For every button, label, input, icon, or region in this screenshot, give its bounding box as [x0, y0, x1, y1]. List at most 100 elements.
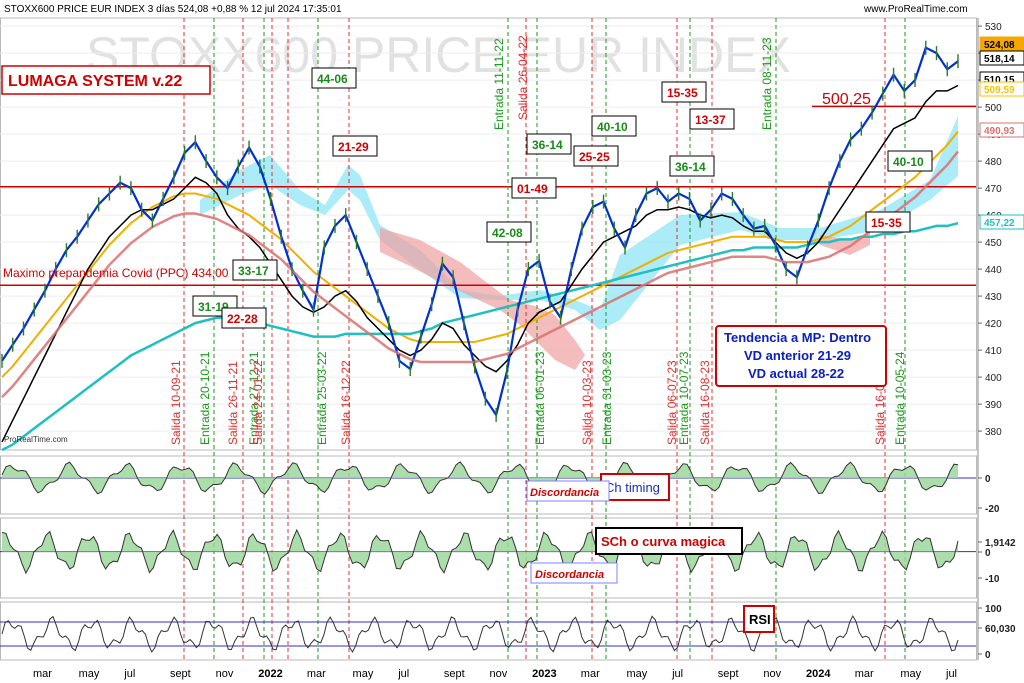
entry-vertical-label: Entrada 11-11-22 — [492, 38, 506, 130]
rsi-line — [1, 614, 959, 654]
exit-vertical-label: Salida 16-08-23 — [698, 360, 712, 445]
entry-vertical-label: Entrada 08-11-23 — [760, 37, 774, 130]
level-label: 500,25 — [822, 91, 871, 108]
entry-vertical-label: Entrada 10-05-24 — [893, 351, 907, 445]
entry-vertical-label: Entrada 20-10-21 — [198, 351, 212, 445]
trend-box — [715, 325, 887, 387]
x-tick-label: mar — [307, 668, 326, 680]
entry-vertical-label: Entrada 06-01-23 — [533, 351, 547, 445]
osc-y-tick-label: -10 — [985, 574, 1000, 585]
red-signal-box — [865, 211, 911, 233]
y-tick-label: 450 — [985, 238, 1002, 249]
x-tick-label: nov — [490, 668, 508, 680]
x-tick-label: nov — [763, 668, 781, 680]
sch-box — [595, 527, 743, 555]
price-badge-label: 457,22 — [984, 218, 1015, 229]
x-tick-label: mar — [33, 668, 52, 680]
discordancia-box-1 — [526, 480, 610, 502]
y-tick-label: 410 — [985, 346, 1002, 357]
discordancia-label-2: Discordancia — [535, 569, 604, 581]
y-tick-label: 500 — [985, 103, 1002, 114]
trend-line-3: VD actual 28-22 — [748, 366, 844, 381]
green-signal-label: 40-10 — [597, 120, 628, 134]
credit-label: ProRealTime.com — [4, 435, 68, 444]
x-tick-label: may — [79, 668, 100, 680]
y-tick-label: 530 — [985, 22, 1002, 33]
ma-long-series — [1, 221, 959, 452]
red-signal-box — [221, 307, 267, 329]
trend-line-1: Tendencia a MP: Dentro — [724, 330, 871, 345]
red-signal-label: 15-35 — [871, 216, 902, 230]
osc-y-tick-label: 60,030 — [985, 624, 1016, 635]
cloud-area-red — [380, 228, 585, 370]
x-tick-label: jul — [945, 668, 957, 680]
green-signal-label: 36-14 — [532, 138, 563, 152]
exit-vertical-label: Salida 26-11-21 — [226, 361, 240, 445]
osc-y-tick-label: 0 — [985, 548, 991, 559]
x-tick-label: sept — [170, 668, 191, 680]
green-signal-box — [526, 133, 572, 155]
discordancia-label-1: Discordancia — [530, 487, 599, 499]
x-tick-label: may — [353, 668, 374, 680]
sch-line — [1, 528, 959, 575]
green-signal-label: 42-08 — [492, 226, 523, 240]
red-signal-box — [332, 135, 378, 157]
ma-slow-series — [1, 150, 959, 398]
x-tick-label: jul — [671, 668, 683, 680]
red-signal-label: 21-29 — [338, 140, 369, 154]
exit-vertical-label: Salida 16-12-22 — [339, 360, 353, 445]
sch-label: SCh o curva magica — [601, 534, 726, 549]
osc-y-tick-label: 0 — [985, 650, 991, 661]
osc-y-tick-label: 100 — [985, 604, 1002, 615]
covid-level-label: Maximo prepandemia Covid (PPC) 434,00 — [3, 266, 229, 280]
entry-vertical-label: Entrada 27-12-21 — [247, 351, 261, 445]
x-tick-label: sept — [444, 668, 465, 680]
exit-vertical-label: Salida 26-04-22 — [516, 35, 530, 120]
chart-header-title: STOXX600 PRICE EUR INDEX 3 días 524,08 +… — [4, 4, 342, 15]
exit-vertical-label: Salida 06-07-23 — [665, 360, 679, 445]
green-signal-box — [591, 115, 637, 137]
green-signal-box — [669, 155, 715, 177]
x-tick-label: mar — [855, 668, 874, 680]
discordancia-box-2 — [530, 562, 618, 584]
osc-y-tick-label: -20 — [985, 504, 1000, 515]
y-tick-label: 430 — [985, 292, 1002, 303]
y-tick-label: 420 — [985, 319, 1002, 330]
header-bar — [0, 0, 1024, 17]
green-signal-box — [887, 150, 933, 172]
osc-y-tick-label: 0 — [985, 474, 991, 485]
red-signal-box — [661, 81, 707, 103]
rsi-label: RSI — [749, 612, 771, 627]
price-badge-label: 510,15 — [984, 75, 1015, 86]
exit-vertical-label: Salida 10-03-23 — [580, 360, 594, 445]
red-signal-label: 25-25 — [579, 150, 610, 164]
price-badge — [979, 122, 1024, 138]
sch-area — [2, 530, 958, 574]
exit-vertical-label: Salida 10-09-21 — [169, 360, 183, 445]
green-signal-label: 31-19 — [198, 300, 229, 314]
y-tick-label: 390 — [985, 400, 1002, 411]
red-signal-label: 22-28 — [227, 312, 258, 326]
price-badge — [979, 81, 1024, 97]
rsi-box — [743, 605, 775, 633]
green-signal-label: 36-14 — [675, 160, 706, 174]
x-tick-label: sept — [718, 668, 739, 680]
red-signal-box — [689, 108, 735, 130]
osc-y-tick-label: 1,9142 — [985, 538, 1016, 549]
panel-frame-1 — [0, 17, 977, 451]
price-badge-label: 524,08 — [984, 40, 1015, 51]
y-tick-label: 400 — [985, 373, 1002, 384]
x-tick-label: may — [626, 668, 647, 680]
ch-timing-line — [1, 461, 959, 495]
price-line-series — [1, 46, 959, 418]
panel-frame-4 — [0, 601, 977, 661]
red-signal-box — [511, 177, 557, 199]
exit-vertical-label: Salida 24-01-22 — [251, 360, 265, 445]
x-tick-label: jul — [397, 668, 409, 680]
x-tick-label: nov — [216, 668, 234, 680]
y-tick-label: 480 — [985, 157, 1002, 168]
trend-line-2: VD anterior 21-29 — [744, 348, 851, 363]
entry-vertical-label: Entrada 31-03-23 — [600, 351, 614, 445]
entry-vertical-label: Entrada 25-03-22 — [315, 351, 329, 445]
